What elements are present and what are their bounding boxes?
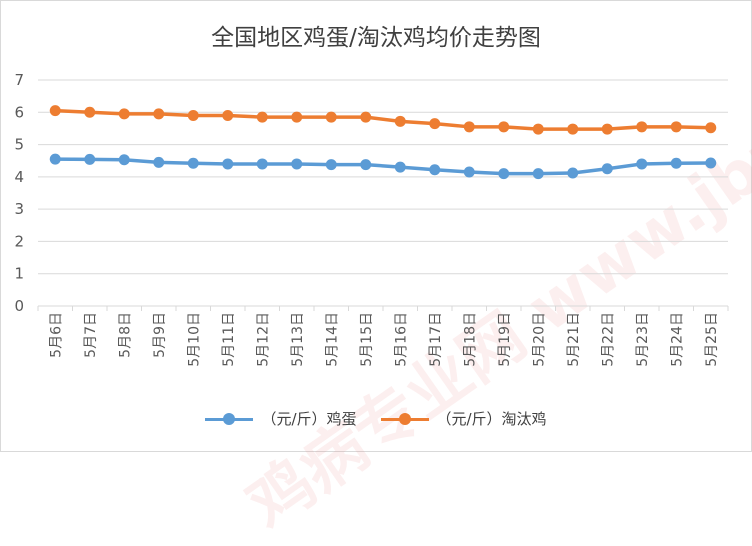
data-point (49, 105, 61, 117)
data-point (532, 168, 544, 180)
x-tick-label: 5月15日 (359, 312, 375, 367)
data-point (222, 158, 234, 170)
data-point (360, 159, 372, 171)
data-point (498, 121, 510, 133)
x-tick-label: 5月8日 (117, 312, 133, 358)
x-tick-label: 5月21日 (566, 312, 582, 367)
x-tick-label: 5月9日 (152, 312, 168, 358)
data-point (636, 158, 648, 170)
data-point (49, 153, 61, 165)
x-tick-label: 5月19日 (497, 312, 513, 367)
data-point (118, 154, 130, 166)
chart-title: 全国地区鸡蛋/淘汰鸡均价走势图 (211, 25, 541, 51)
data-point (394, 115, 406, 127)
data-point (394, 161, 406, 173)
y-tick-label: 6 (14, 103, 24, 121)
y-tick-label: 1 (14, 265, 24, 283)
data-point (118, 108, 130, 120)
data-point (463, 121, 475, 133)
x-tick-label: 5月24日 (669, 312, 685, 367)
y-tick-label: 7 (14, 71, 24, 89)
data-point (463, 166, 475, 178)
data-point (325, 111, 337, 123)
chart-frame (0, 0, 752, 452)
data-point (256, 111, 268, 123)
y-tick-label: 0 (14, 297, 24, 315)
data-point (187, 157, 199, 169)
x-tick-label: 5月7日 (83, 312, 99, 358)
data-point (705, 157, 717, 169)
data-point (429, 164, 441, 176)
legend-swatch-egg (205, 412, 254, 425)
data-point (360, 111, 372, 123)
data-point (498, 168, 510, 180)
data-point (532, 123, 544, 135)
legend-label-hen: （元/斤）淘汰鸡 (436, 410, 547, 428)
series-line-1 (55, 108, 711, 131)
data-point (429, 118, 441, 130)
x-tick-label: 5月10日 (186, 312, 202, 367)
x-tick-label: 5月13日 (290, 312, 306, 367)
data-point (222, 110, 234, 122)
y-tick-label: 5 (14, 136, 24, 154)
legend: （元/斤）鸡蛋 （元/斤）淘汰鸡 (0, 408, 752, 429)
x-tick-label: 5月6日 (48, 312, 64, 358)
data-point (601, 123, 613, 135)
legend-item-egg: （元/斤）鸡蛋 (205, 408, 357, 429)
data-point (291, 158, 303, 170)
y-tick-label: 4 (14, 168, 24, 186)
data-point (567, 123, 579, 135)
data-point (84, 153, 96, 165)
data-point (84, 106, 96, 118)
data-point (601, 163, 613, 175)
x-tick-label: 5月12日 (255, 312, 271, 367)
legend-label-egg: （元/斤）鸡蛋 (261, 410, 357, 428)
data-point (670, 121, 682, 133)
data-point (670, 157, 682, 169)
x-tick-label: 5月23日 (635, 312, 651, 367)
data-point (153, 156, 165, 168)
data-point (325, 159, 337, 171)
x-tick-label: 5月25日 (704, 312, 720, 367)
data-point (567, 167, 579, 179)
x-tick-label: 5月14日 (324, 312, 340, 367)
x-tick-label: 5月17日 (428, 312, 444, 367)
data-point (187, 110, 199, 122)
data-point (705, 122, 717, 134)
data-point (256, 158, 268, 170)
y-tick-label: 3 (14, 200, 24, 218)
x-tick-label: 5月11日 (221, 312, 237, 367)
legend-swatch-hen (380, 412, 429, 425)
series-line-0 (55, 157, 711, 176)
x-tick-label: 5月20日 (531, 312, 547, 367)
x-tick-label: 5月16日 (393, 312, 409, 367)
y-tick-label: 2 (14, 232, 24, 250)
x-tick-label: 5月18日 (462, 312, 478, 367)
x-tick-label: 5月22日 (600, 312, 616, 367)
data-point (153, 108, 165, 120)
legend-item-hen: （元/斤）淘汰鸡 (380, 408, 547, 429)
line-chart: 0 1 2 3 4 5 6 7 5月6日 5月7日 5月8日 5月9日 5月10日 5月11日 5月12日 5… (14, 71, 729, 367)
data-point (291, 111, 303, 123)
data-point (636, 121, 648, 133)
